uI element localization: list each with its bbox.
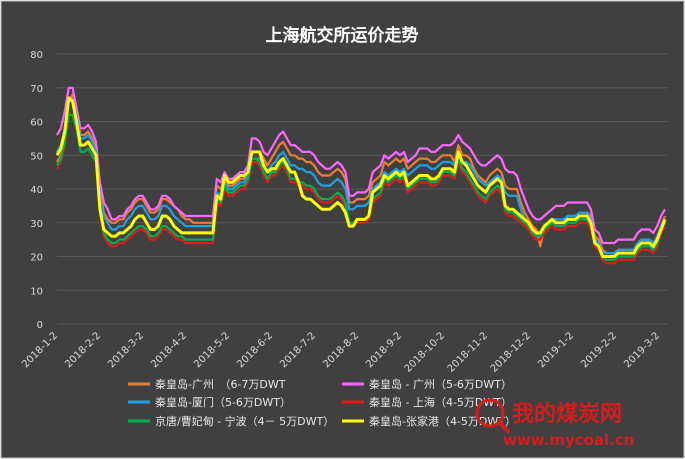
series-lines — [55, 86, 667, 265]
series-line-3 — [56, 100, 666, 255]
y-tick-label: 80 — [30, 50, 43, 61]
y-tick-label: 70 — [30, 84, 43, 95]
legend: 秦皇岛-广州 （6-7万DWT 秦皇岛 - 广州（5-6万DWT） 秦皇岛-厦门（5… — [128, 377, 516, 428]
watermark-url: www.mycoal.cn — [503, 431, 634, 449]
legend-label-1: 秦皇岛-广州 （6-7万DWT — [155, 377, 286, 391]
y-tick-label: 0 — [37, 320, 43, 331]
chart-title: 上海航交所运价走势 — [266, 25, 419, 46]
watermark-brand: 我的煤炭网 — [512, 401, 622, 427]
y-axis-ticks: 0 10 20 30 40 50 60 70 80 — [30, 50, 43, 331]
series-line-4 — [56, 113, 666, 265]
y-tick-label: 40 — [30, 185, 43, 196]
watermark: 我的煤炭网 www.mycoal.cn — [475, 398, 634, 449]
legend-label-4: 秦皇岛 - 上海（4-5万DWT） — [369, 395, 512, 409]
legend-label-5: 京唐/曹妃甸 - 宁波（4－ 5万DWT） — [155, 414, 334, 428]
y-tick-label: 20 — [30, 253, 43, 264]
legend-label-3: 秦皇岛-厦门（5-6万DWT） — [155, 395, 291, 409]
y-tick-label: 10 — [30, 286, 43, 297]
watermark-logo-icon — [475, 398, 510, 433]
grid — [57, 53, 668, 325]
series-line-2 — [56, 86, 666, 245]
series-line-6 — [55, 96, 667, 258]
legend-label-2: 秦皇岛 - 广州（5-6万DWT） — [369, 377, 512, 391]
y-tick-label: 50 — [30, 151, 43, 162]
y-tick-label: 30 — [30, 219, 43, 230]
y-tick-label: 60 — [30, 118, 43, 129]
